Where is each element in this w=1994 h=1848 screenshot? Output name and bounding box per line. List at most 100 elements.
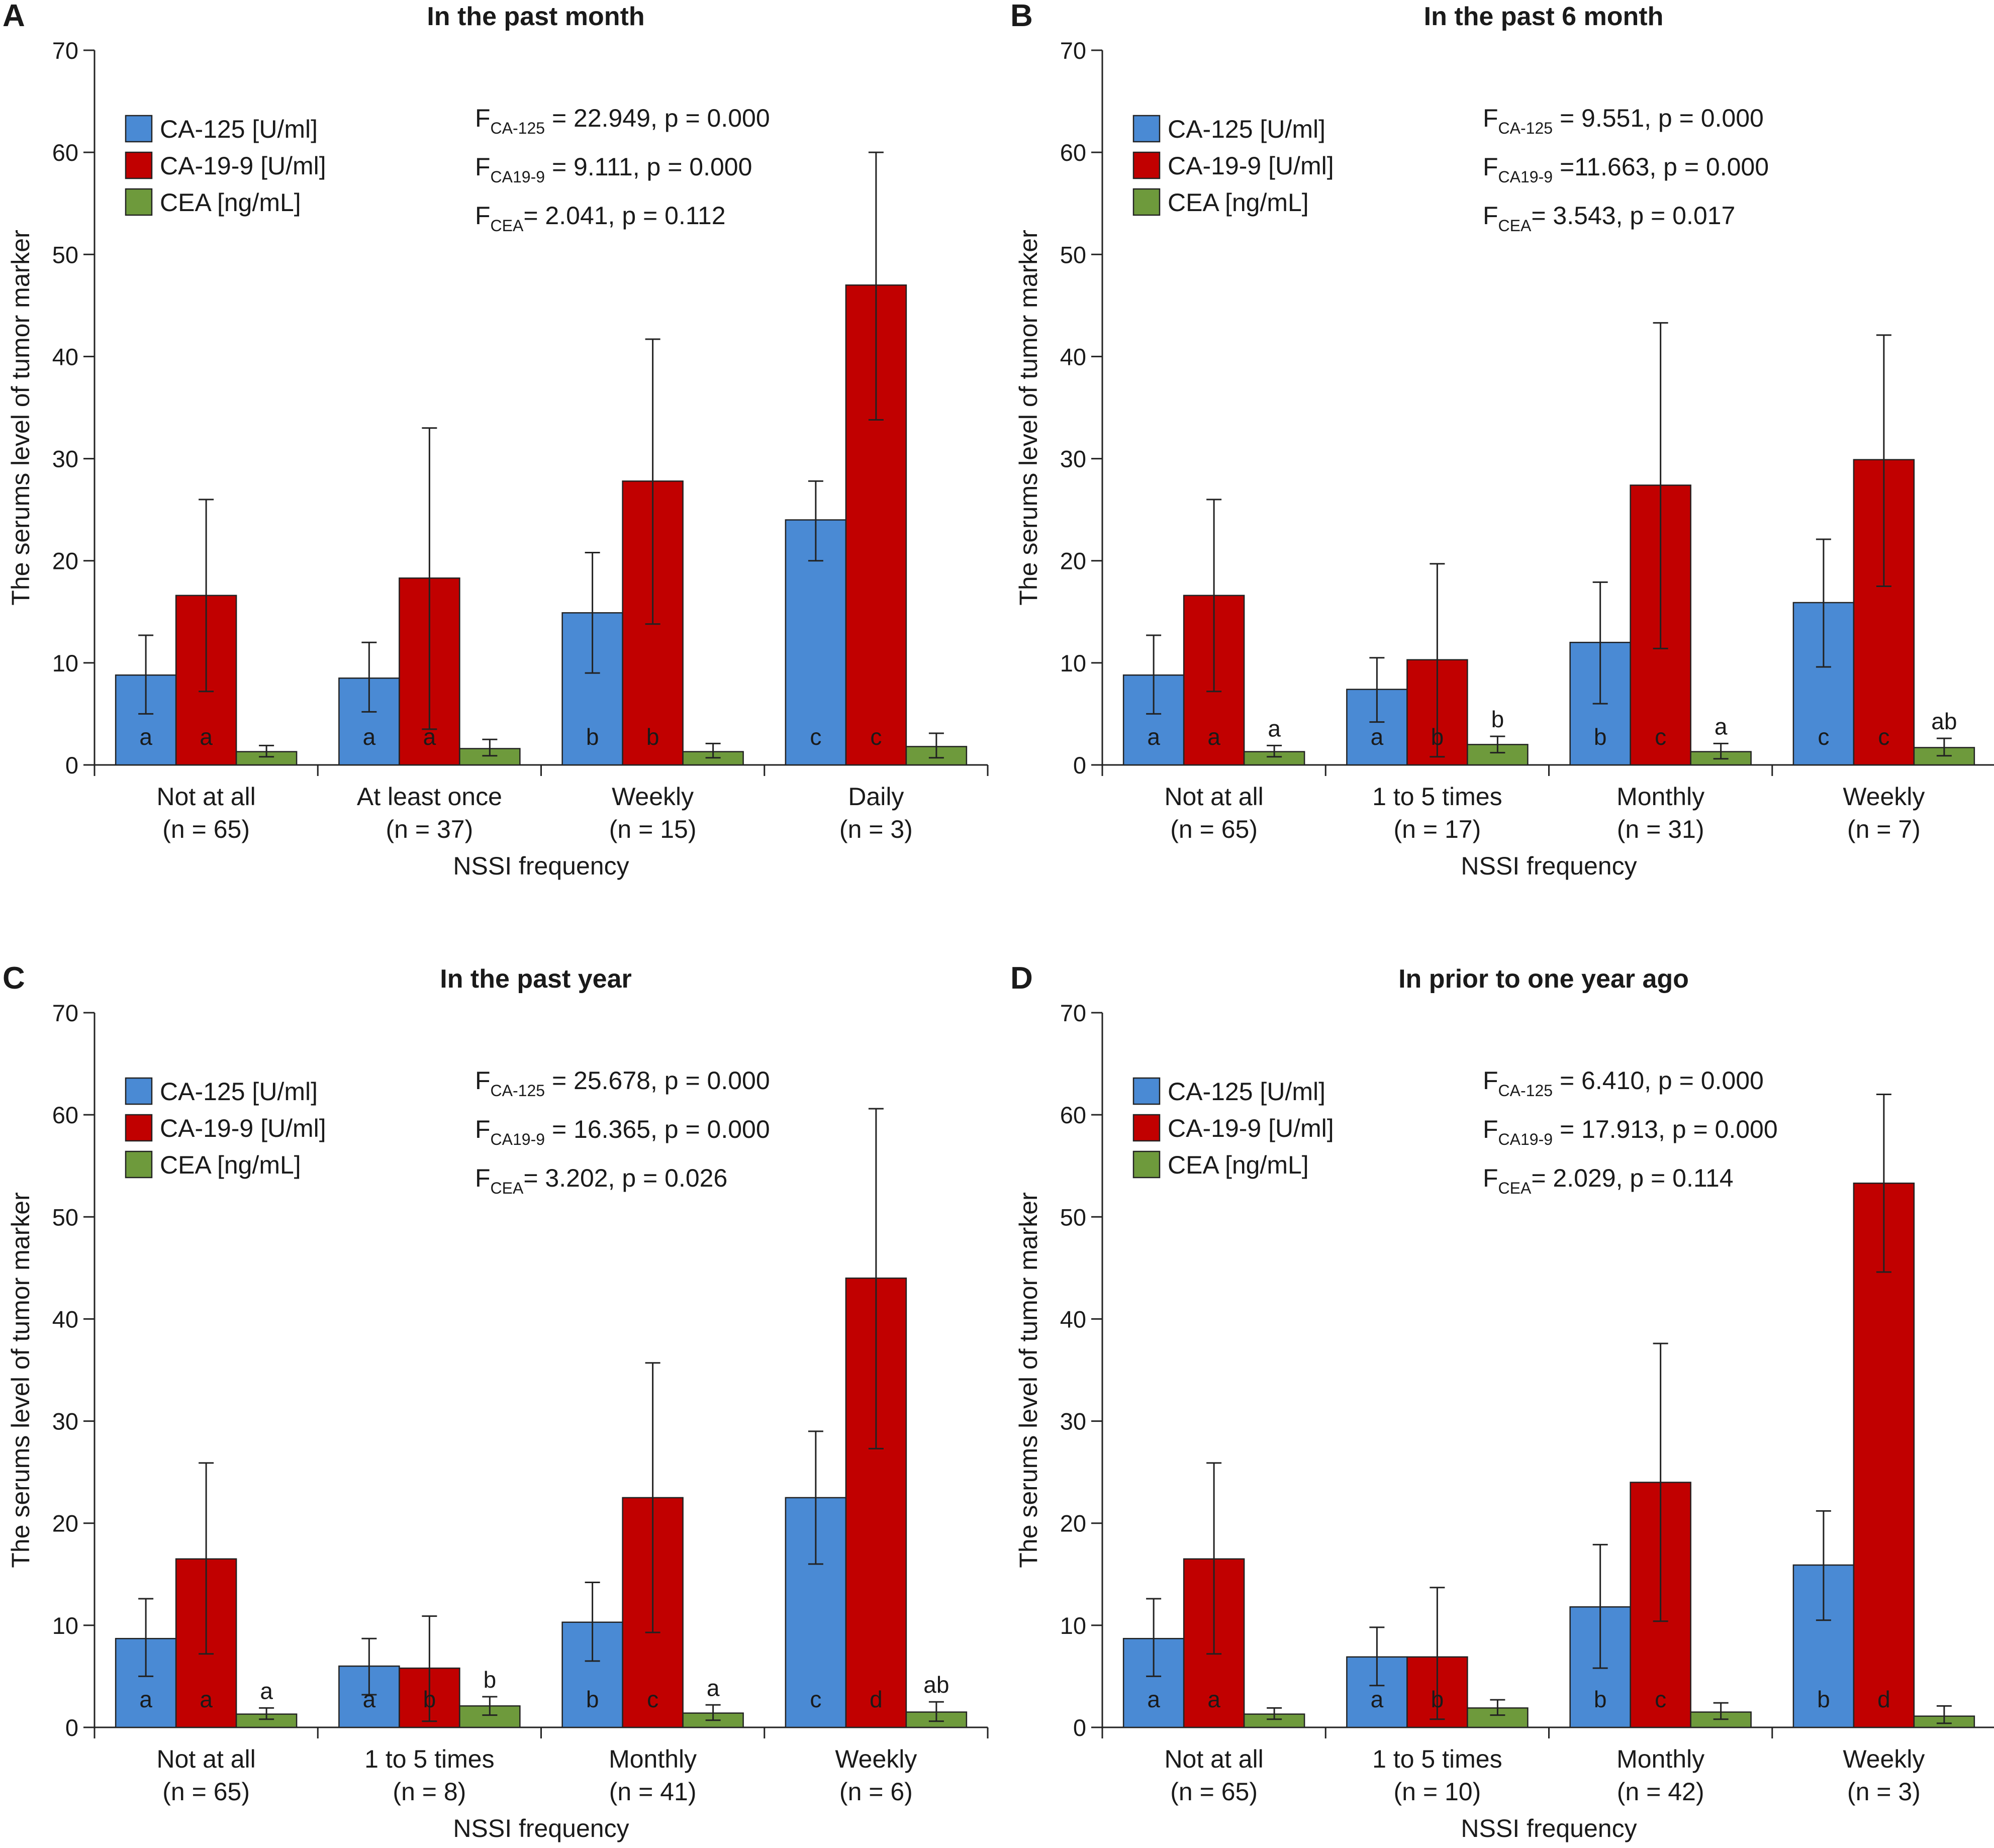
- stat-f: F: [475, 153, 491, 181]
- y-tick-label: 60: [52, 1102, 78, 1128]
- legend-label: CA-125 [U/ml]: [160, 1078, 318, 1106]
- x-tick-label: Not at all: [156, 783, 255, 811]
- stat-value: = 2.029, p = 0.114: [1531, 1164, 1733, 1192]
- x-tick-label: Not at all: [1164, 1745, 1263, 1773]
- significance-letter: b: [1817, 1686, 1830, 1712]
- panel-letter: A: [3, 0, 25, 33]
- x-tick-label: Monthly: [1617, 1745, 1704, 1773]
- significance-letter: a: [260, 1678, 273, 1704]
- legend-swatch: [125, 1077, 153, 1105]
- legend-label: CEA [ng/mL]: [160, 188, 301, 217]
- x-tick-label: At least once: [357, 783, 502, 811]
- stat-sub: CEA: [1498, 217, 1532, 235]
- legend-label: CEA [ng/mL]: [160, 1151, 301, 1179]
- y-axis-label: The serums level of tumor marker: [1014, 230, 1042, 605]
- legend-swatch: [1132, 1077, 1161, 1105]
- significance-letter: b: [1431, 1686, 1444, 1712]
- y-tick-label: 10: [1060, 650, 1086, 676]
- stat-f: F: [475, 1115, 491, 1143]
- y-tick-label: 40: [1060, 1306, 1086, 1332]
- x-tick-label: 1 to 5 times: [1372, 783, 1502, 811]
- y-tick-label: 0: [65, 752, 78, 779]
- y-tick-label: 40: [52, 343, 78, 370]
- n-label: (n = 65): [162, 815, 250, 843]
- x-tick-label: Weekly: [1843, 1745, 1925, 1773]
- stat-f: F: [1483, 202, 1498, 230]
- stat-value: = 3.543, p = 0.017: [1531, 202, 1735, 230]
- significance-letter: c: [1655, 1686, 1666, 1712]
- stat-sub: CA-125: [491, 1082, 545, 1100]
- x-tick-label: 1 to 5 times: [364, 1745, 494, 1773]
- y-tick-label: 30: [1060, 1408, 1086, 1435]
- y-tick-label: 20: [1060, 548, 1086, 574]
- legend: CA-125 [U/ml] CA-19-9 [U/ml] CEA [ng/mL]: [1132, 115, 1334, 217]
- stat-sub: CA-125: [1498, 1082, 1553, 1100]
- x-tick-label: Monthly: [609, 1745, 697, 1773]
- x-axis-label: NSSI frequency: [453, 1814, 629, 1842]
- legend-swatch: [1132, 151, 1161, 179]
- significance-letter: a: [1147, 724, 1160, 750]
- legend-label: CA-19-9 [U/ml]: [160, 152, 326, 180]
- stat-value: = 3.202, p = 0.026: [523, 1164, 727, 1192]
- n-label: (n = 37): [386, 815, 473, 843]
- stat-value: = 9.551, p = 0.000: [1553, 104, 1764, 132]
- stat-f: F: [1483, 104, 1498, 132]
- chart-title: In prior to one year ago: [1398, 964, 1689, 994]
- significance-letter: a: [139, 724, 152, 750]
- legend-swatch: [125, 151, 153, 179]
- stat-f: F: [1483, 1066, 1498, 1095]
- significance-letter: b: [586, 724, 599, 750]
- y-tick-label: 30: [52, 1408, 78, 1435]
- stat-f: F: [475, 1066, 491, 1095]
- y-tick-label: 10: [52, 650, 78, 676]
- stat-value: = 22.949, p = 0.000: [545, 104, 770, 132]
- significance-letter: b: [423, 1686, 436, 1712]
- y-axis-label: The serums level of tumor marker: [7, 1192, 35, 1568]
- significance-letter: b: [646, 724, 659, 750]
- legend-label: CEA [ng/mL]: [1168, 188, 1309, 217]
- significance-letter: b: [1594, 1686, 1607, 1712]
- y-tick-label: 50: [1060, 241, 1086, 268]
- x-tick-label: Weekly: [612, 783, 694, 811]
- n-label: (n = 41): [609, 1778, 697, 1806]
- y-tick-label: 50: [52, 241, 78, 268]
- x-axis-label: NSSI frequency: [1461, 1814, 1637, 1842]
- legend-label: CA-19-9 [U/ml]: [1168, 1114, 1334, 1142]
- n-label: (n = 17): [1394, 815, 1481, 843]
- stat-sub: CA19-9: [491, 168, 545, 186]
- n-label: (n = 65): [162, 1778, 250, 1806]
- y-tick-label: 60: [52, 139, 78, 166]
- significance-letter: a: [707, 1675, 720, 1701]
- y-tick-label: 20: [1060, 1510, 1086, 1537]
- significance-letter: c: [870, 724, 882, 750]
- significance-letter: a: [1207, 724, 1220, 750]
- stat-sub: CA19-9: [491, 1130, 545, 1148]
- y-tick-label: 50: [1060, 1204, 1086, 1230]
- x-tick-label: Daily: [848, 783, 904, 811]
- y-tick-label: 70: [52, 1000, 78, 1026]
- significance-letter: ab: [923, 1672, 949, 1698]
- n-label: (n = 65): [1170, 1778, 1258, 1806]
- significance-letter: a: [1147, 1686, 1160, 1712]
- stat-sub: CA-125: [1498, 119, 1553, 137]
- panel-a: A In the past month 0 10 20 30 40 50 60 70 The ser…: [3, 0, 989, 880]
- significance-letter: a: [363, 1686, 376, 1712]
- stat-line: FCEA= 3.202, p = 0.026: [475, 1164, 727, 1197]
- stat-value: = 25.678, p = 0.000: [545, 1066, 770, 1095]
- x-axis-label: NSSI frequency: [453, 852, 629, 880]
- x-tick-label: Weekly: [835, 1745, 917, 1773]
- y-tick-label: 40: [52, 1306, 78, 1332]
- stat-line: FCA-125 = 25.678, p = 0.000: [475, 1066, 770, 1100]
- n-label: (n = 42): [1617, 1778, 1704, 1806]
- significance-letter: a: [1207, 1686, 1220, 1712]
- stat-line: FCA-125 = 6.410, p = 0.000: [1483, 1066, 1764, 1100]
- stat-sub: CEA: [491, 217, 524, 235]
- y-axis-label: The serums level of tumor marker: [7, 230, 35, 605]
- x-tick-label: 1 to 5 times: [1372, 1745, 1502, 1773]
- panel-letter: D: [1010, 961, 1033, 996]
- significance-letter: a: [423, 724, 436, 750]
